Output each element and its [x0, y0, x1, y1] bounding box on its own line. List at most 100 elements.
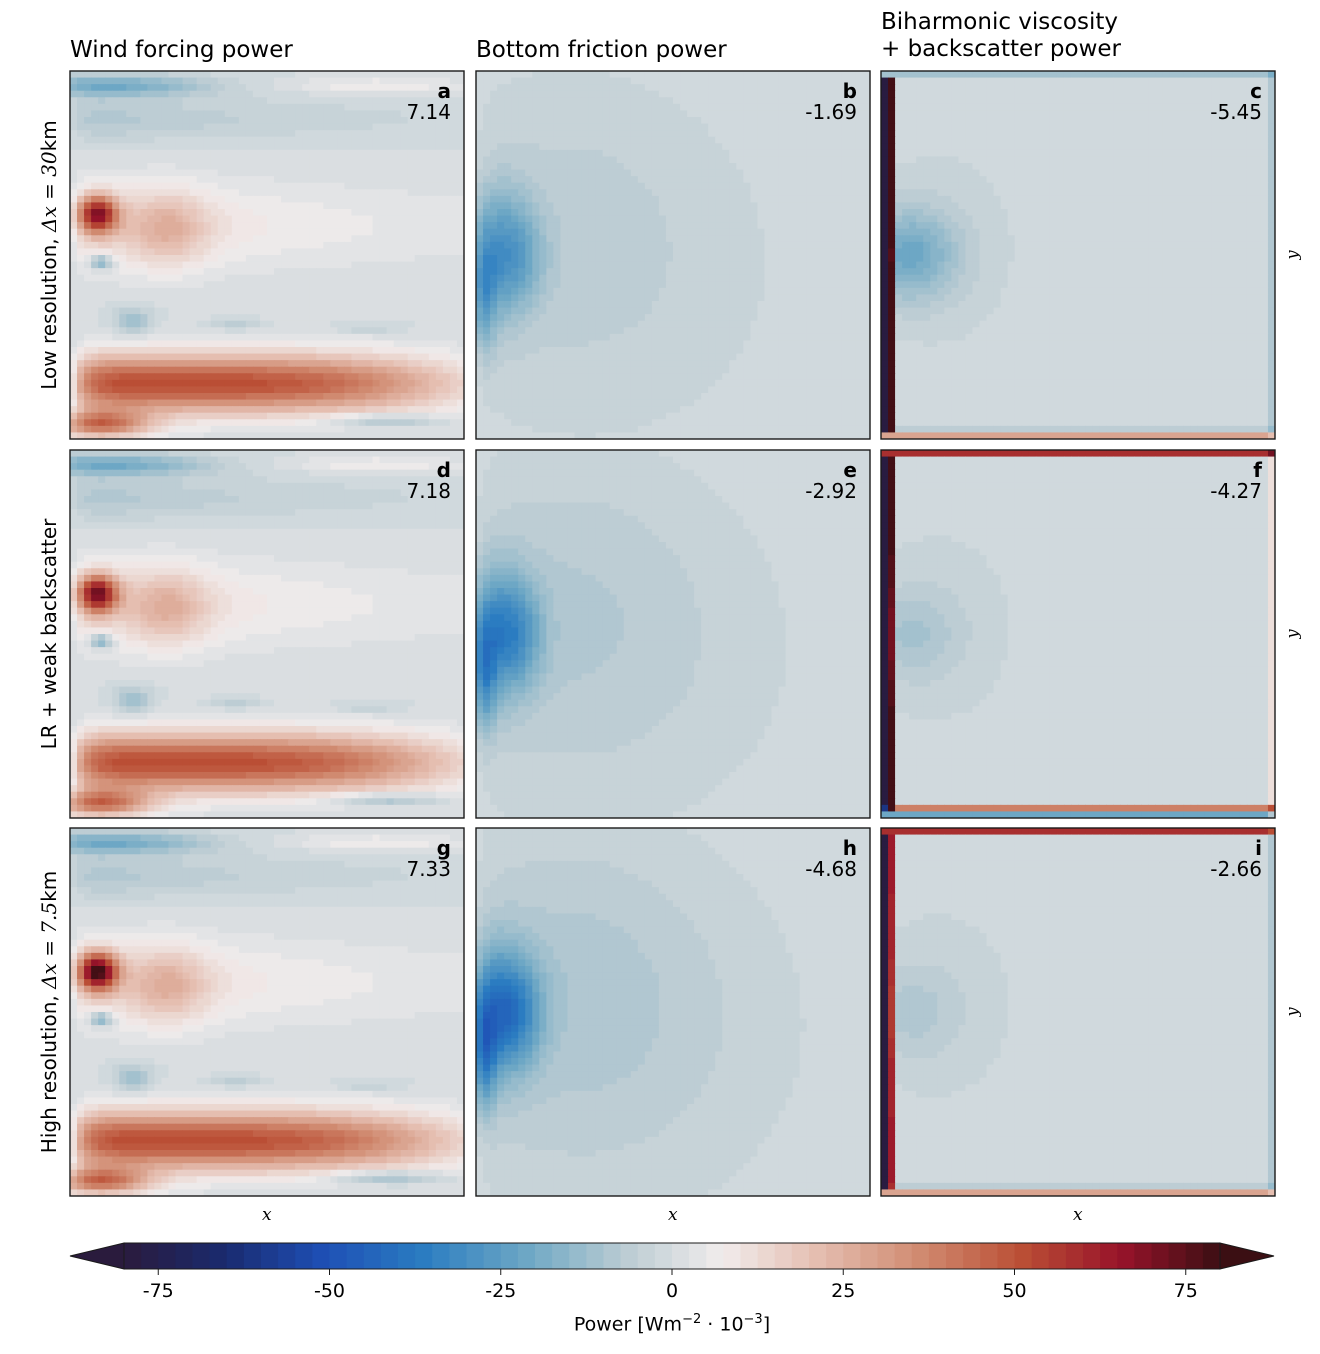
colorbar-level — [775, 1243, 793, 1269]
colorbar-level — [860, 1243, 878, 1269]
panel-a — [70, 71, 465, 440]
colorbar-level — [809, 1243, 827, 1269]
colorbar-tick-label: -75 — [143, 1280, 174, 1302]
colorbar-level — [501, 1243, 519, 1269]
y-axis-label-row3: y — [1283, 1007, 1302, 1016]
colorbar-level — [175, 1243, 193, 1269]
colorbar-level — [1117, 1243, 1135, 1269]
colorbar-level — [124, 1243, 142, 1269]
colorbar-extend-low — [70, 1243, 124, 1269]
colorbar-label: Power [Wm−2 · 10−3] — [574, 1312, 770, 1335]
colorbar-level — [141, 1243, 159, 1269]
panel-e-field — [476, 450, 871, 819]
panel-i-value: -2.66 — [1210, 857, 1262, 881]
panel-i — [881, 828, 1276, 1197]
colorbar-level — [723, 1243, 741, 1269]
colorbar-level — [1169, 1243, 1187, 1269]
colorbar-level — [484, 1243, 502, 1269]
colorbar-tick-label: 0 — [666, 1280, 678, 1302]
colorbar-level — [758, 1243, 776, 1269]
colorbar-level — [278, 1243, 296, 1269]
colorbar-tick-label: -50 — [314, 1280, 345, 1302]
colorbar-extend-high — [1220, 1243, 1274, 1269]
colorbar-level — [997, 1243, 1015, 1269]
colorbar-level — [672, 1243, 690, 1269]
panel-b-value: -1.69 — [805, 100, 857, 124]
colorbar-level — [706, 1243, 724, 1269]
panel-h — [476, 828, 871, 1197]
colorbar-level — [655, 1243, 673, 1269]
row-label-high-resolution: High resolution, Δx = 7.5km — [37, 871, 61, 1153]
colorbar-level — [1134, 1243, 1152, 1269]
y-axis-label-row1: y — [1283, 250, 1302, 259]
colorbar-level — [1083, 1243, 1101, 1269]
colorbar-level — [1015, 1243, 1033, 1269]
panel-h-field — [476, 828, 871, 1197]
panel-i-field — [881, 828, 1276, 1197]
column-title-friction: Bottom friction power — [476, 37, 727, 64]
colorbar-level — [467, 1243, 485, 1269]
panel-c-value: -5.45 — [1210, 100, 1262, 124]
panel-c-field — [881, 71, 1276, 440]
colorbar-level — [364, 1243, 382, 1269]
colorbar-level — [449, 1243, 467, 1269]
colorbar-level — [261, 1243, 279, 1269]
column-title-wind: Wind forcing power — [70, 37, 293, 64]
y-axis-label-row2: y — [1283, 629, 1302, 638]
panel-a-field — [70, 71, 465, 440]
panel-d-value: 7.18 — [406, 479, 451, 503]
colorbar-level — [552, 1243, 570, 1269]
panel-c — [881, 71, 1276, 440]
panel-f-field — [881, 450, 1276, 819]
colorbar-level — [381, 1243, 399, 1269]
colorbar-level — [1186, 1243, 1204, 1269]
colorbar-level — [604, 1243, 622, 1269]
colorbar-level — [569, 1243, 587, 1269]
colorbar-level — [621, 1243, 639, 1269]
panel-b-field — [476, 71, 871, 440]
colorbar-level — [1100, 1243, 1118, 1269]
row-label-low-resolution: Low resolution, Δx = 30km — [37, 120, 61, 389]
colorbar-level — [946, 1243, 964, 1269]
panel-a-value: 7.14 — [406, 100, 451, 124]
colorbar-level — [895, 1243, 913, 1269]
colorbar-level — [535, 1243, 553, 1269]
colorbar-level — [843, 1243, 861, 1269]
panel-grid — [70, 71, 1276, 1197]
panel-d — [70, 450, 465, 819]
colorbar-level — [929, 1243, 947, 1269]
panel-e — [476, 450, 871, 819]
colorbar — [70, 1243, 1274, 1275]
colorbar-level — [586, 1243, 604, 1269]
colorbar-level — [1203, 1243, 1221, 1269]
colorbar-level — [638, 1243, 656, 1269]
colorbar-level — [1032, 1243, 1050, 1269]
x-axis-label-col1: x — [262, 1205, 272, 1225]
colorbar-level — [518, 1243, 536, 1269]
colorbar-level — [1066, 1243, 1084, 1269]
colorbar-level — [1152, 1243, 1170, 1269]
panel-e-value: -2.92 — [805, 479, 857, 503]
colorbar-level — [826, 1243, 844, 1269]
row-label-weak-backscatter: LR + weak backscatter — [37, 519, 61, 750]
colorbar-level — [347, 1243, 365, 1269]
x-axis-label-col2: x — [668, 1205, 678, 1225]
panel-f — [881, 450, 1276, 819]
panel-g-value: 7.33 — [406, 857, 451, 881]
colorbar-level — [210, 1243, 228, 1269]
colorbar-level — [158, 1243, 176, 1269]
colorbar-level — [963, 1243, 981, 1269]
colorbar-level — [741, 1243, 759, 1269]
colorbar-level — [398, 1243, 416, 1269]
x-axis-label-col3: x — [1073, 1205, 1083, 1225]
colorbar-level — [312, 1243, 330, 1269]
colorbar-level — [227, 1243, 245, 1269]
colorbar-level — [912, 1243, 930, 1269]
colorbar-level — [1049, 1243, 1067, 1269]
panel-d-field — [70, 450, 465, 819]
colorbar-level — [792, 1243, 810, 1269]
colorbar-tick-label: 75 — [1174, 1280, 1198, 1302]
panel-g — [70, 828, 465, 1197]
